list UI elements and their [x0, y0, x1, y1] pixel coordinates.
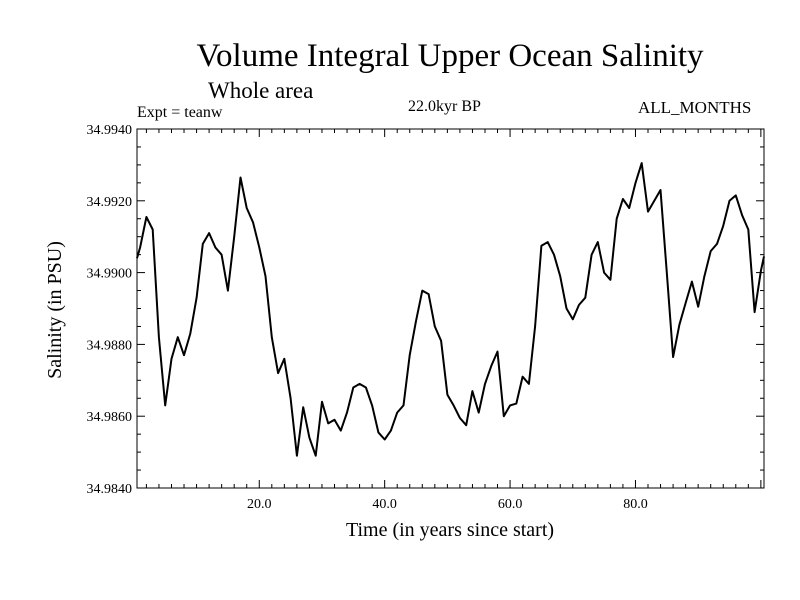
chart-title: Volume Integral Upper Ocean Salinity: [196, 38, 704, 74]
x-axis-label: Time (in years since start): [346, 519, 554, 541]
x-tick-label: 60.0: [498, 497, 523, 512]
y-tick-label: 34.9840: [87, 482, 133, 497]
y-tick-label: 34.9920: [87, 195, 133, 210]
y-axis-label: Salinity (in PSU): [44, 241, 66, 379]
y-tick-label: 34.9860: [87, 410, 133, 425]
y-tick-label: 34.9880: [87, 338, 133, 353]
x-tick-label: 20.0: [247, 497, 272, 512]
tick-labels: 20.0 40.0 60.0 80.0 34.9840 34.9860 34.9880 34.…: [87, 123, 648, 512]
y-tick-label: 34.9940: [87, 123, 133, 138]
experiment-label: Expt = teanw: [137, 104, 223, 121]
y-tick-label: 34.9900: [87, 267, 133, 282]
series-layer: [136, 162, 765, 457]
months-label: ALL_MONTHS: [638, 98, 752, 117]
series-line-salinity: [136, 162, 765, 457]
period-label: 22.0kyr BP: [408, 98, 481, 115]
x-tick-label: 80.0: [623, 497, 648, 512]
x-tick-label: 40.0: [372, 497, 397, 512]
chart-subtitle: Whole area: [208, 78, 314, 103]
